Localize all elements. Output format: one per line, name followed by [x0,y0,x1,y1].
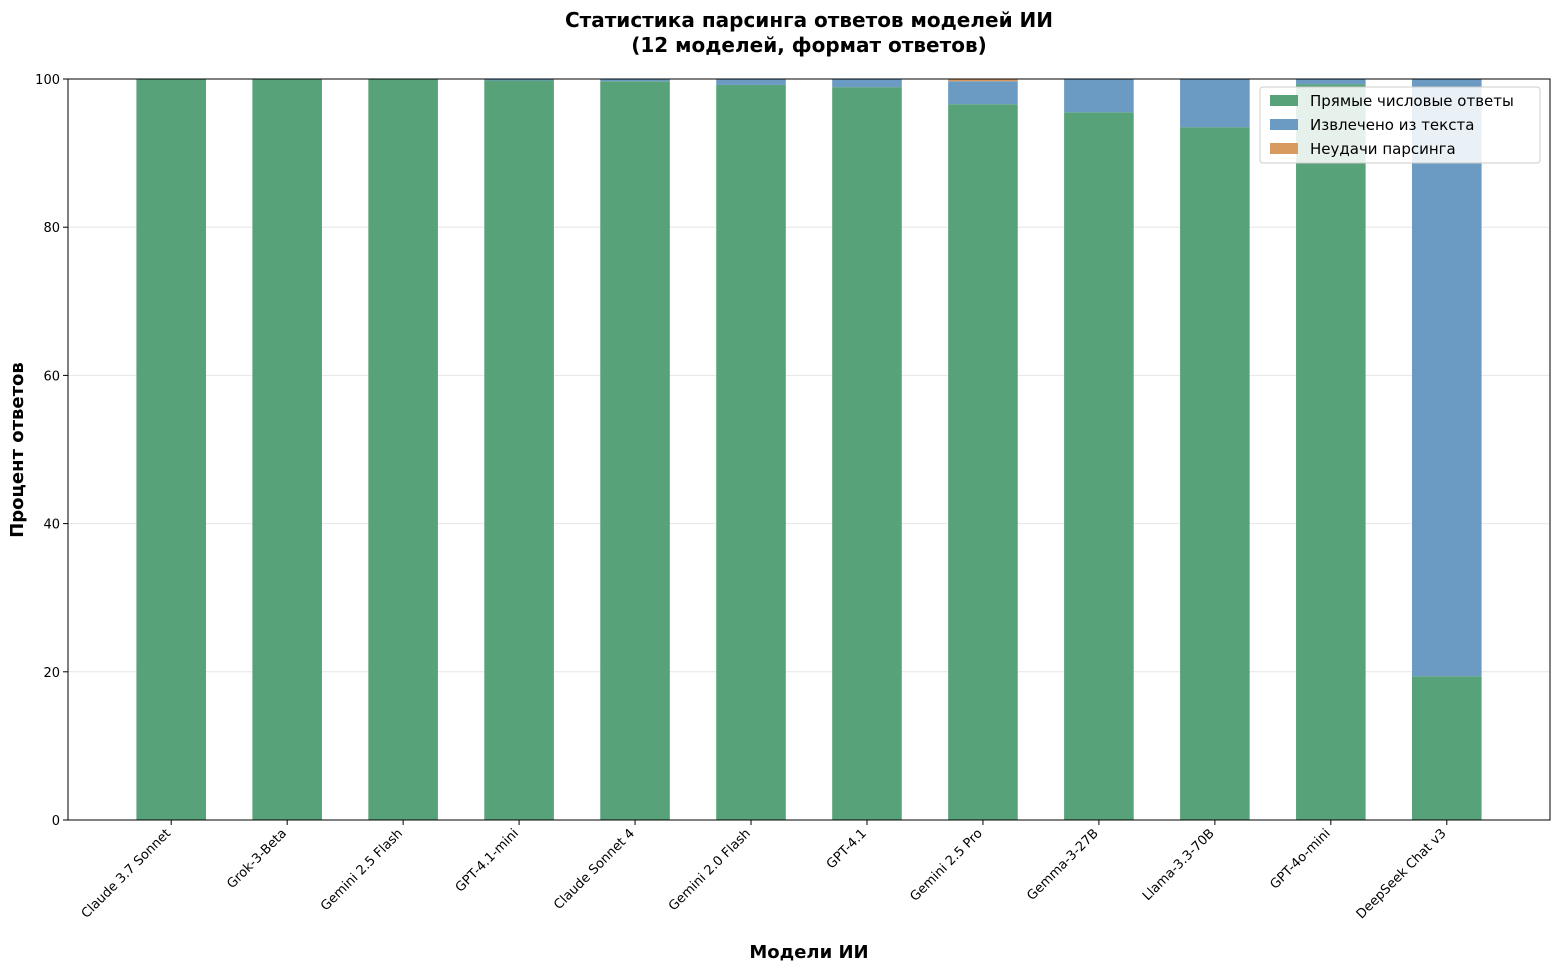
bar-segment [1064,112,1134,821]
y-tick-label: 0 [52,814,60,829]
y-tick-label: 60 [43,369,60,384]
bar-segment [484,79,554,81]
legend-box [1259,86,1541,164]
bar-segment [1180,127,1250,821]
x-axis-label: Модели ИИ [749,942,868,963]
y-tick-label: 40 [43,518,60,533]
bar-segment [252,79,322,820]
bar-segment [136,79,206,820]
legend-label: Прямые числовые ответы [1310,92,1514,110]
bar-segment [948,79,1018,82]
bar-segment [368,79,438,820]
legend-swatch [1270,143,1298,154]
bar-segment [1296,79,1366,85]
bar-segment [484,80,554,821]
y-axis-label: Процент ответов [7,362,28,538]
bar-segment [716,79,786,85]
bar-segment [600,81,670,820]
x-tick-label: Llama-3.3-70B [1140,826,1218,904]
bar-segment [948,104,1018,821]
legend-swatch [1270,119,1298,130]
y-tick-label: 20 [43,666,60,681]
legend-label: Извлечено из текста [1310,116,1474,134]
bar-segment [1180,79,1250,128]
bar-segment [1412,676,1482,820]
x-tick-label: Claude Sonnet 4 [551,826,638,913]
legend-label: Неудачи парсинга [1310,140,1456,158]
x-tick-label: Gemini 2.5 Pro [907,826,985,904]
bar-segment [1412,79,1482,677]
bar-segment [948,81,1018,105]
bar-segment [832,87,902,820]
x-tick-label: Grok-3-Beta [224,826,290,892]
bar-segment [600,79,670,82]
chart-title: Статистика парсинга ответов моделей ИИ [565,8,1053,32]
plot-frame [67,78,1551,821]
chart-title: (12 моделей, формат ответов) [631,33,987,57]
y-tick-label: 100 [35,73,60,88]
x-tick-label: Gemini 2.5 Flash [318,826,406,914]
x-tick-label: GPT-4.1 [824,826,870,872]
y-tick-label: 80 [43,221,60,236]
bar-segment [716,84,786,821]
x-tick-label: DeepSeek Chat v3 [1354,826,1450,922]
x-tick-label: GPT-4.1-mini [453,826,522,895]
x-tick-label: GPT-4o-mini [1267,826,1333,892]
bar-segment [832,79,902,88]
x-tick-label: Gemma-3-27B [1024,826,1101,903]
x-tick-label: Gemini 2.0 Flash [666,826,754,914]
bar-segment [1064,79,1134,113]
bar-segment [1296,84,1366,820]
legend-swatch [1270,95,1298,106]
x-tick-label: Claude 3.7 Sonnet [79,826,174,921]
